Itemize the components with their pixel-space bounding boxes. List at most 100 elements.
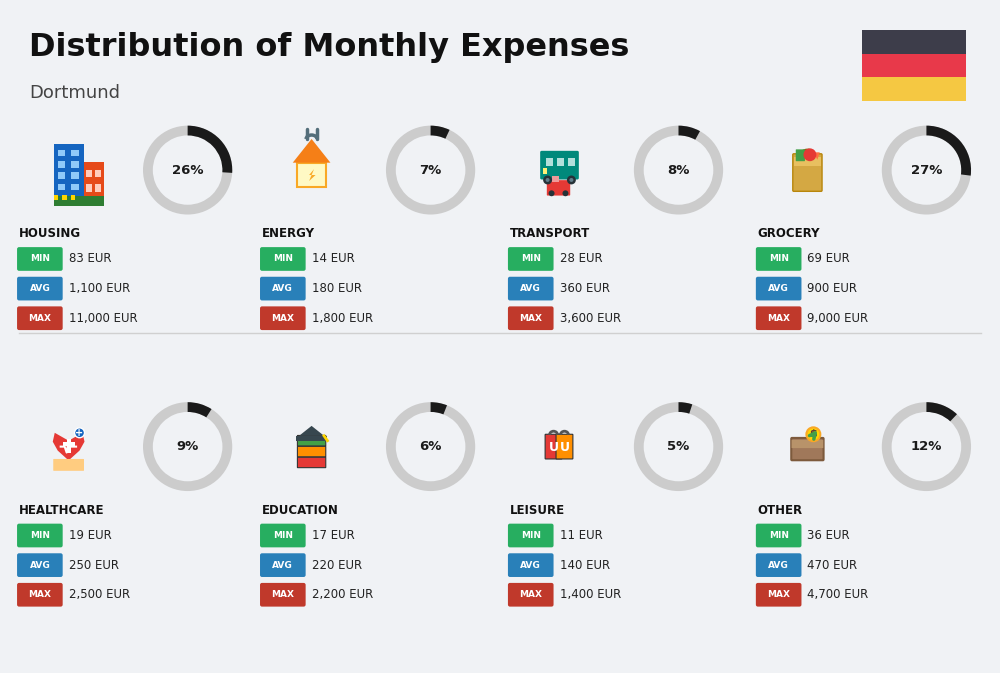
FancyBboxPatch shape: [568, 158, 575, 166]
FancyBboxPatch shape: [508, 553, 554, 577]
Text: MAX: MAX: [767, 314, 790, 323]
Text: 180 EUR: 180 EUR: [312, 282, 362, 295]
Text: ENERGY: ENERGY: [262, 227, 315, 240]
FancyBboxPatch shape: [756, 583, 801, 606]
Text: AVG: AVG: [29, 561, 50, 569]
Circle shape: [546, 178, 550, 182]
Text: MAX: MAX: [271, 314, 294, 323]
FancyBboxPatch shape: [508, 306, 554, 330]
FancyBboxPatch shape: [17, 583, 63, 606]
FancyBboxPatch shape: [86, 184, 92, 192]
Text: 11 EUR: 11 EUR: [560, 529, 602, 542]
Text: 69 EUR: 69 EUR: [807, 252, 850, 265]
Text: MAX: MAX: [519, 314, 542, 323]
Polygon shape: [813, 152, 820, 160]
Text: HEALTHCARE: HEALTHCARE: [19, 504, 105, 517]
Wedge shape: [678, 126, 700, 140]
FancyBboxPatch shape: [862, 77, 966, 101]
FancyBboxPatch shape: [71, 172, 79, 179]
Wedge shape: [431, 402, 447, 415]
FancyBboxPatch shape: [260, 583, 306, 606]
FancyBboxPatch shape: [86, 170, 92, 178]
FancyBboxPatch shape: [54, 144, 84, 196]
Wedge shape: [634, 126, 723, 215]
FancyBboxPatch shape: [67, 439, 71, 452]
Circle shape: [569, 178, 573, 182]
Text: MAX: MAX: [519, 590, 542, 599]
Wedge shape: [143, 126, 232, 215]
Text: 9,000 EUR: 9,000 EUR: [807, 312, 869, 325]
FancyBboxPatch shape: [862, 30, 966, 54]
Circle shape: [75, 428, 84, 437]
FancyBboxPatch shape: [54, 194, 58, 201]
Text: MIN: MIN: [521, 531, 541, 540]
Text: 19 EUR: 19 EUR: [69, 529, 111, 542]
Wedge shape: [926, 402, 957, 421]
Wedge shape: [882, 126, 971, 215]
FancyBboxPatch shape: [83, 162, 104, 196]
FancyBboxPatch shape: [297, 163, 326, 187]
Text: AVG: AVG: [272, 561, 293, 569]
FancyBboxPatch shape: [17, 553, 63, 577]
FancyBboxPatch shape: [508, 524, 554, 547]
Text: AVG: AVG: [520, 561, 541, 569]
Text: AVG: AVG: [520, 284, 541, 293]
FancyBboxPatch shape: [793, 154, 822, 191]
Text: 360 EUR: 360 EUR: [560, 282, 610, 295]
FancyBboxPatch shape: [756, 524, 801, 547]
FancyBboxPatch shape: [71, 184, 79, 190]
FancyBboxPatch shape: [756, 277, 801, 300]
FancyBboxPatch shape: [862, 54, 966, 77]
Text: AVG: AVG: [768, 284, 789, 293]
FancyBboxPatch shape: [260, 306, 306, 330]
FancyBboxPatch shape: [297, 446, 326, 457]
FancyBboxPatch shape: [71, 194, 75, 201]
Wedge shape: [634, 402, 723, 491]
Text: 17 EUR: 17 EUR: [312, 529, 354, 542]
Text: Dortmund: Dortmund: [29, 84, 120, 102]
FancyBboxPatch shape: [508, 583, 554, 606]
Text: 5%: 5%: [667, 440, 690, 453]
Text: MIN: MIN: [273, 531, 293, 540]
Text: 36 EUR: 36 EUR: [807, 529, 850, 542]
Circle shape: [803, 148, 816, 162]
FancyBboxPatch shape: [791, 438, 824, 460]
Text: OTHER: OTHER: [758, 504, 803, 517]
Text: 1,100 EUR: 1,100 EUR: [69, 282, 130, 295]
Text: 26%: 26%: [172, 164, 203, 176]
Text: EDUCATION: EDUCATION: [262, 504, 339, 517]
Text: GROCERY: GROCERY: [758, 227, 820, 240]
Circle shape: [562, 190, 568, 197]
Text: +: +: [75, 428, 84, 438]
FancyBboxPatch shape: [58, 161, 65, 168]
Text: 900 EUR: 900 EUR: [807, 282, 857, 295]
Text: 8%: 8%: [667, 164, 690, 176]
Text: AVG: AVG: [768, 561, 789, 569]
FancyBboxPatch shape: [58, 172, 65, 179]
Circle shape: [806, 427, 820, 441]
FancyBboxPatch shape: [17, 247, 63, 271]
Text: 7%: 7%: [419, 164, 442, 176]
Wedge shape: [188, 126, 232, 173]
FancyBboxPatch shape: [63, 441, 75, 446]
Text: 83 EUR: 83 EUR: [69, 252, 111, 265]
Text: 220 EUR: 220 EUR: [312, 559, 362, 571]
Text: 2,200 EUR: 2,200 EUR: [312, 588, 373, 601]
Text: 250 EUR: 250 EUR: [69, 559, 119, 571]
Text: U: U: [559, 441, 569, 454]
Text: MIN: MIN: [521, 254, 541, 263]
FancyBboxPatch shape: [794, 157, 821, 166]
Text: MIN: MIN: [30, 531, 50, 540]
Wedge shape: [386, 126, 475, 215]
FancyBboxPatch shape: [58, 184, 65, 190]
FancyBboxPatch shape: [756, 553, 801, 577]
FancyBboxPatch shape: [260, 277, 306, 300]
FancyBboxPatch shape: [552, 176, 559, 182]
FancyBboxPatch shape: [260, 524, 306, 547]
Text: MIN: MIN: [30, 254, 50, 263]
Text: AVG: AVG: [29, 284, 50, 293]
Text: HOUSING: HOUSING: [19, 227, 81, 240]
Text: 4,700 EUR: 4,700 EUR: [807, 588, 869, 601]
FancyBboxPatch shape: [54, 196, 104, 206]
Text: MAX: MAX: [767, 590, 790, 599]
